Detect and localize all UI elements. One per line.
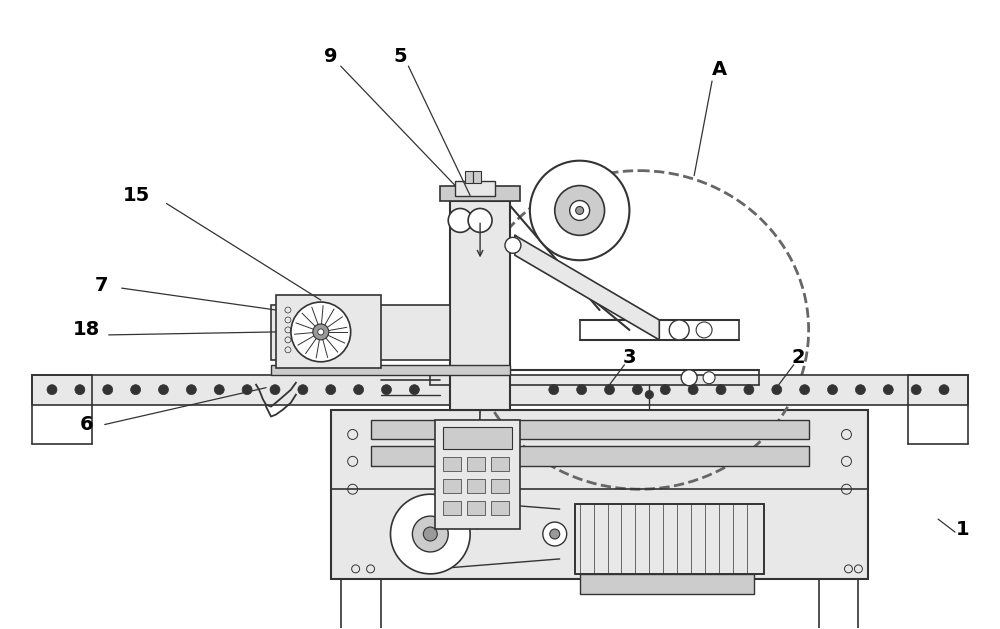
Bar	[491, 457, 509, 471]
Circle shape	[939, 385, 949, 394]
Text: A: A	[711, 60, 727, 79]
Bar	[467, 501, 485, 515]
Bar	[271, 365, 510, 375]
Circle shape	[313, 324, 329, 340]
Bar	[371, 420, 809, 440]
Circle shape	[448, 208, 472, 232]
Bar	[575, 504, 764, 574]
Circle shape	[669, 320, 689, 340]
Circle shape	[772, 385, 782, 394]
Bar	[473, 170, 481, 182]
Circle shape	[186, 385, 196, 394]
Circle shape	[47, 385, 57, 394]
Text: 9: 9	[324, 47, 338, 65]
Bar	[331, 409, 868, 579]
Circle shape	[911, 385, 921, 394]
Polygon shape	[515, 235, 659, 340]
Circle shape	[131, 385, 141, 394]
Bar	[32, 375, 968, 404]
Circle shape	[409, 385, 419, 394]
Text: 3: 3	[623, 348, 636, 367]
Bar	[491, 479, 509, 493]
Circle shape	[696, 322, 712, 338]
Bar	[435, 420, 520, 529]
Circle shape	[681, 370, 697, 386]
Bar	[440, 186, 520, 201]
Text: 18: 18	[73, 320, 100, 340]
Text: 5: 5	[394, 47, 407, 65]
Text: 7: 7	[95, 276, 109, 294]
Circle shape	[530, 160, 629, 260]
Circle shape	[270, 385, 280, 394]
Circle shape	[103, 385, 113, 394]
Circle shape	[382, 385, 391, 394]
Circle shape	[883, 385, 893, 394]
Bar	[580, 574, 754, 594]
Circle shape	[318, 329, 324, 335]
Circle shape	[645, 391, 653, 399]
Circle shape	[828, 385, 838, 394]
Bar	[271, 305, 450, 360]
Circle shape	[550, 529, 560, 539]
Circle shape	[703, 372, 715, 384]
Circle shape	[688, 385, 698, 394]
Circle shape	[855, 385, 865, 394]
Circle shape	[354, 385, 364, 394]
Circle shape	[214, 385, 224, 394]
Text: 1: 1	[956, 520, 970, 538]
Circle shape	[800, 385, 810, 394]
Circle shape	[291, 302, 351, 362]
Circle shape	[75, 385, 85, 394]
Circle shape	[543, 522, 567, 546]
Bar	[467, 457, 485, 471]
Bar	[575, 504, 764, 574]
Circle shape	[242, 385, 252, 394]
Circle shape	[390, 494, 470, 574]
Bar	[443, 501, 461, 515]
Circle shape	[716, 385, 726, 394]
Circle shape	[298, 385, 308, 394]
Circle shape	[576, 206, 584, 214]
Circle shape	[505, 237, 521, 253]
Circle shape	[423, 527, 437, 541]
Bar	[450, 201, 510, 409]
Circle shape	[159, 385, 168, 394]
Bar	[276, 295, 381, 368]
Circle shape	[605, 385, 614, 394]
Circle shape	[577, 385, 587, 394]
Circle shape	[570, 201, 590, 220]
Bar	[467, 479, 485, 493]
Circle shape	[412, 516, 448, 552]
Bar	[491, 501, 509, 515]
Bar	[455, 181, 495, 196]
Circle shape	[660, 385, 670, 394]
Bar	[443, 457, 461, 471]
Bar	[443, 479, 461, 493]
Bar	[443, 428, 512, 449]
Text: 2: 2	[792, 348, 805, 367]
Text: 6: 6	[80, 415, 94, 434]
Circle shape	[326, 385, 336, 394]
Circle shape	[555, 186, 605, 235]
Circle shape	[468, 208, 492, 232]
Text: 15: 15	[123, 186, 150, 205]
Bar	[371, 447, 809, 466]
Bar	[465, 170, 473, 182]
Circle shape	[632, 385, 642, 394]
Circle shape	[744, 385, 754, 394]
Circle shape	[549, 385, 559, 394]
